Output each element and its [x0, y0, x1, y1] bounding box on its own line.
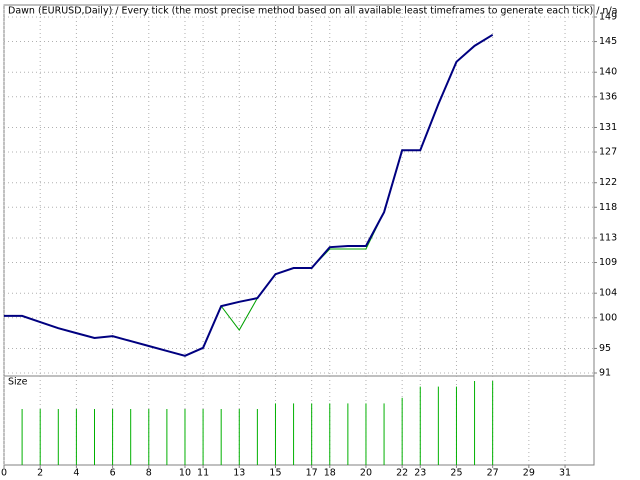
y-tick-label: 91 — [599, 368, 611, 379]
x-tick-label: 29 — [523, 468, 535, 479]
y-tick-label: 149 — [599, 12, 617, 23]
y-tick-label: 118 — [599, 202, 617, 213]
x-tick-label: 0 — [1, 468, 7, 479]
x-tick-label: 23 — [414, 468, 426, 479]
x-tick-label: 6 — [110, 468, 116, 479]
x-tick-label: 10 — [179, 468, 191, 479]
y-tick-label: 127 — [599, 147, 617, 158]
chart-title: Dawn (EURUSD,Daily) / Every tick (the mo… — [8, 6, 617, 17]
x-tick-label: 8 — [146, 468, 152, 479]
y-tick-label: 140 — [599, 67, 617, 78]
frame — [3, 4, 595, 466]
y-tick-label: 136 — [599, 91, 617, 102]
x-tick-label: 22 — [396, 468, 408, 479]
x-tick-label: 20 — [360, 468, 372, 479]
panel-title: Size — [8, 377, 28, 388]
x-tick-label: 25 — [450, 468, 462, 479]
x-tick-label: 27 — [487, 468, 499, 479]
x-tick-label: 11 — [197, 468, 209, 479]
x-tick-label: 4 — [73, 468, 79, 479]
x-tick-label: 17 — [306, 468, 318, 479]
y-tick-label: 104 — [599, 288, 617, 299]
y-tick-label: 122 — [599, 177, 617, 188]
balance-line — [4, 33, 494, 357]
y-tick-label: 109 — [599, 257, 617, 268]
y-tick-label: 95 — [599, 343, 611, 354]
x-tick-label: 31 — [559, 468, 571, 479]
y-tick-label: 113 — [599, 232, 617, 243]
x-tick-label: 18 — [324, 468, 336, 479]
y-tick-label: 145 — [599, 36, 617, 47]
x-tick-label: 15 — [269, 468, 281, 479]
x-tick-label: 13 — [233, 468, 245, 479]
y-tick-label: 100 — [599, 312, 617, 323]
x-tick-label: 2 — [37, 468, 43, 479]
y-tick-label: 131 — [599, 122, 617, 133]
